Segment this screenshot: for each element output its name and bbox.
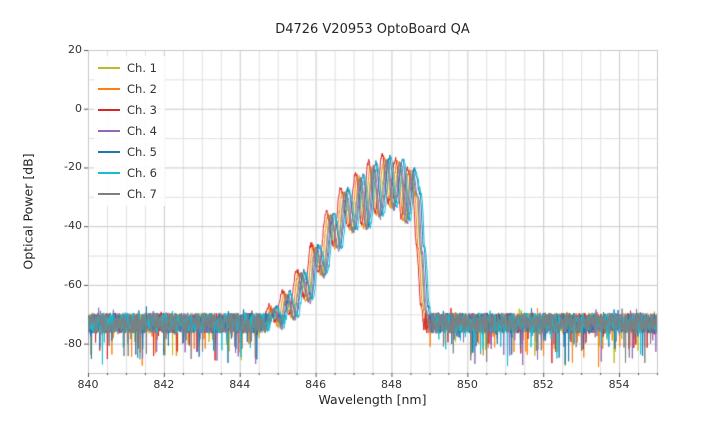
- x-tick-label-840: 840: [77, 378, 99, 391]
- legend-item-ch-6: Ch. 6: [98, 165, 157, 181]
- x-axis-label: Wavelength [nm]: [318, 392, 427, 407]
- x-tick-label-842: 842: [153, 378, 175, 391]
- legend-line-swatch: [98, 130, 120, 132]
- legend-label: Ch. 5: [127, 145, 157, 159]
- x-tick-label-852: 852: [532, 378, 554, 391]
- x-tick-label-844: 844: [229, 378, 251, 391]
- x-tick-label-854: 854: [608, 378, 630, 391]
- legend-line-swatch: [98, 109, 120, 111]
- y-tick-label--80: -80: [64, 336, 82, 350]
- chart-title: D4726 V20953 OptoBoard QA: [275, 22, 470, 37]
- legend-item-ch-1: Ch. 1: [98, 60, 157, 76]
- legend-item-ch-3: Ch. 3: [98, 102, 157, 118]
- x-tick-label-848: 848: [380, 378, 402, 391]
- legend-line-swatch: [98, 151, 120, 153]
- legend-line-swatch: [98, 88, 120, 90]
- legend-label: Ch. 1: [127, 61, 157, 75]
- legend-item-ch-2: Ch. 2: [98, 81, 157, 97]
- legend-label: Ch. 6: [127, 166, 157, 180]
- legend-line-swatch: [98, 67, 120, 69]
- y-tick-label-0: 0: [75, 101, 82, 115]
- legend-label: Ch. 7: [127, 187, 157, 201]
- legend-item-ch-5: Ch. 5: [98, 144, 157, 160]
- legend-label: Ch. 2: [127, 82, 157, 96]
- legend-item-ch-4: Ch. 4: [98, 123, 157, 139]
- x-tick-label-846: 846: [305, 378, 327, 391]
- y-tick-label--60: -60: [64, 277, 82, 291]
- y-tick-label--40: -40: [64, 219, 82, 233]
- legend-label: Ch. 4: [127, 124, 157, 138]
- legend: Ch. 1 Ch. 2 Ch. 3 Ch. 4 Ch. 5 Ch. 6 Ch. 7: [94, 56, 165, 206]
- legend-item-ch-7: Ch. 7: [98, 186, 157, 202]
- legend-line-swatch: [98, 193, 120, 195]
- y-axis-label: Optical Power [dB]: [20, 153, 36, 270]
- y-tick-label-20: 20: [68, 43, 82, 56]
- x-tick-label-850: 850: [456, 378, 478, 391]
- y-tick-label--20: -20: [64, 160, 82, 174]
- legend-label: Ch. 3: [127, 103, 157, 117]
- legend-line-swatch: [98, 172, 120, 174]
